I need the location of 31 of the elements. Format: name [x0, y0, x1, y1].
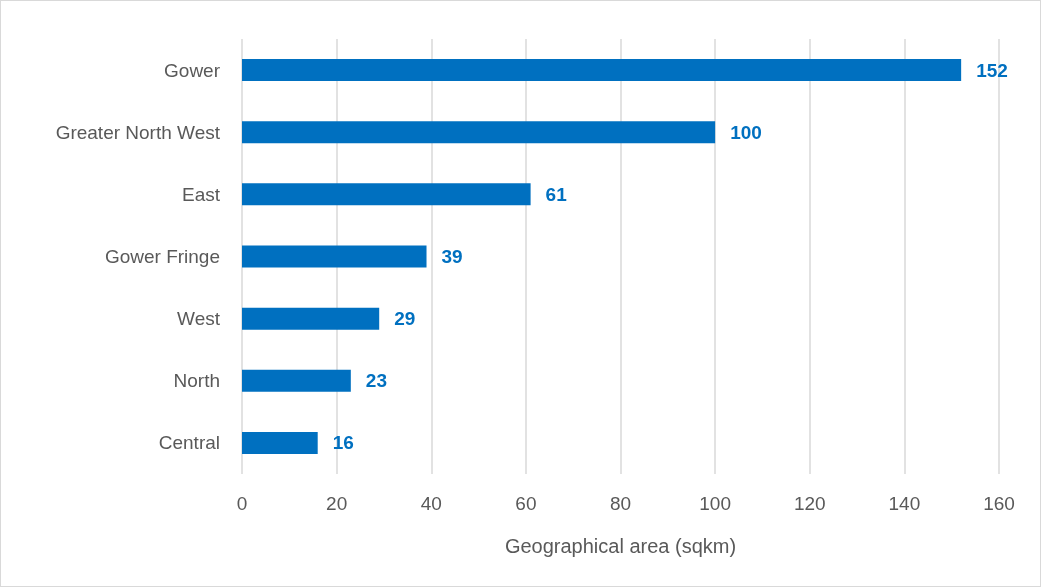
- y-tick-label: West: [177, 308, 221, 330]
- y-tick-label: Greater North West: [55, 121, 221, 143]
- data-label: 16: [332, 432, 354, 454]
- x-axis-title: Geographical area (sqkm): [504, 535, 737, 557]
- bar: [242, 431, 318, 454]
- x-tick-label: 160: [983, 493, 1015, 514]
- y-tick-label: East: [181, 183, 221, 205]
- data-label: 23: [365, 370, 387, 392]
- y-tick-label: Gower: [164, 59, 221, 81]
- data-label: 100: [730, 121, 762, 143]
- data-label: 39: [441, 246, 463, 267]
- x-tick-label: 40: [420, 493, 442, 514]
- y-tick-label: North: [173, 370, 220, 392]
- bar: [242, 307, 380, 330]
- data-label: 29: [394, 308, 416, 330]
- x-tick-label: 100: [699, 493, 731, 514]
- x-tick-label: 0: [236, 493, 248, 514]
- bar: [242, 183, 531, 206]
- x-tick-label: 140: [888, 493, 921, 514]
- x-tick-label: 120: [793, 493, 826, 514]
- x-tick-label: 60: [515, 493, 537, 514]
- bar: [242, 121, 716, 144]
- data-label: 61: [545, 183, 568, 205]
- bar: [242, 59, 962, 82]
- y-tick-label: Gower Fringe: [104, 246, 220, 267]
- bar: [242, 369, 351, 392]
- x-tick-label: 20: [326, 493, 348, 514]
- x-tick-label: 80: [609, 493, 632, 514]
- y-tick-label: Central: [158, 432, 220, 454]
- bar: [242, 245, 427, 268]
- data-label: 152: [976, 59, 1008, 81]
